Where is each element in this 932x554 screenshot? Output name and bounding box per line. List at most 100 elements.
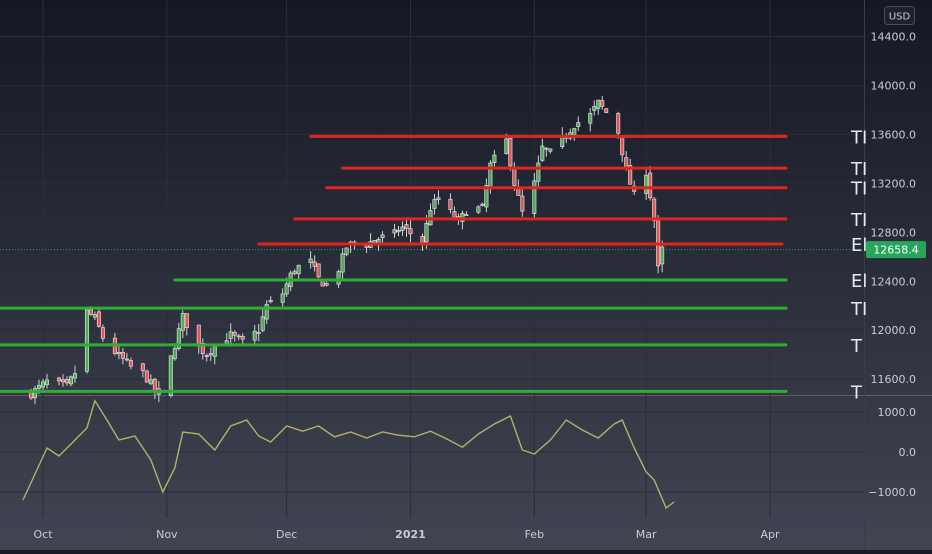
candle-body — [56, 377, 61, 382]
candle-body — [120, 351, 125, 359]
price-tick-label: 12400.0 — [871, 275, 917, 288]
candle-body — [116, 352, 121, 355]
candle — [72, 365, 77, 383]
candle-body — [600, 100, 605, 107]
time-tick-label: Dec — [276, 528, 297, 541]
price-tick-label: 14000.0 — [871, 80, 917, 93]
candle — [68, 375, 73, 387]
time-axis[interactable]: Oct Nov Dec 2021 Feb Mar Apr — [33, 528, 780, 541]
currency-badge[interactable]: USD — [884, 6, 915, 25]
candle-body — [340, 253, 345, 273]
oscillator-line — [22, 399, 675, 510]
candle-body — [652, 198, 657, 221]
candle-body — [252, 330, 257, 341]
candle-body — [400, 226, 405, 231]
candle — [520, 189, 525, 217]
candle-body — [60, 379, 65, 383]
candle-body — [520, 195, 525, 212]
candle — [628, 158, 633, 185]
candle — [532, 172, 537, 218]
candle — [400, 221, 405, 236]
candle-body — [148, 379, 153, 385]
candle — [464, 211, 469, 216]
candle-body — [592, 106, 597, 111]
candle — [232, 330, 237, 342]
candle-body — [176, 328, 181, 349]
support-line-label: T — [850, 382, 863, 403]
candle-body — [100, 327, 105, 339]
candle — [660, 240, 665, 273]
candle — [576, 116, 581, 132]
last-price-label: 12658.4 — [873, 244, 919, 257]
candle-body — [84, 309, 89, 372]
candle — [548, 148, 553, 154]
candle-body — [408, 228, 413, 235]
candle-body — [372, 240, 377, 244]
candle-body — [292, 271, 297, 274]
candle — [544, 147, 549, 157]
time-tick-label: Oct — [33, 528, 53, 541]
candle-body — [404, 224, 409, 229]
candle-body — [228, 331, 233, 339]
candle-body — [260, 316, 265, 331]
candle — [56, 376, 61, 386]
candle-body — [204, 355, 209, 357]
candle — [280, 288, 285, 307]
candle — [260, 308, 265, 333]
currency-label[interactable]: USD — [889, 12, 911, 23]
candle — [84, 309, 89, 374]
time-tick-label: 2021 — [395, 528, 426, 541]
candle-body — [396, 229, 401, 233]
candle — [148, 374, 153, 386]
candle — [536, 155, 541, 189]
candle-body — [33, 388, 38, 399]
candle-body — [644, 174, 649, 194]
candle-body — [512, 167, 517, 186]
candle-body — [336, 271, 341, 285]
candle-body — [448, 198, 453, 210]
price-grid — [0, 36, 864, 493]
candle — [64, 376, 69, 386]
candle — [100, 324, 105, 342]
candle-body — [424, 222, 429, 243]
candle — [92, 311, 97, 321]
candle-body — [648, 172, 653, 199]
oscillator-axis[interactable]: 1000.0 0.0 −1000.0 — [868, 406, 916, 499]
candle — [648, 166, 653, 201]
support-line-label: TI — [850, 299, 867, 320]
candle-body — [532, 180, 537, 214]
candle — [240, 333, 245, 345]
candle — [540, 138, 545, 163]
currency-badge-frame[interactable] — [884, 6, 915, 25]
time-tick-label: Nov — [156, 528, 178, 541]
candle-body — [492, 154, 497, 163]
candle — [33, 385, 38, 405]
price-axis[interactable]: 11600.0 12000.0 12400.0 12800.0 13200.0 13600… — [871, 31, 917, 386]
candle-body — [596, 99, 601, 109]
candle-body — [504, 138, 509, 154]
price-tick-label: 12800.0 — [871, 226, 917, 239]
candle-body — [536, 162, 541, 182]
price-tick-label: 13600.0 — [871, 129, 917, 142]
candle — [308, 251, 313, 269]
time-tick-label: Mar — [636, 528, 657, 541]
candle — [120, 347, 125, 365]
candle — [592, 100, 597, 116]
candle — [44, 373, 49, 389]
candle — [448, 193, 453, 214]
candle-body — [460, 212, 465, 222]
candle-body — [576, 122, 581, 127]
candle — [404, 217, 409, 237]
candle — [128, 357, 133, 370]
candle-body — [508, 137, 513, 167]
candle — [268, 296, 273, 304]
candle-body — [96, 311, 101, 327]
time-tick-label: Feb — [525, 528, 544, 541]
candle — [312, 255, 317, 272]
candle-body — [40, 381, 45, 388]
time-grid — [42, 0, 771, 518]
candle-body — [316, 263, 321, 278]
